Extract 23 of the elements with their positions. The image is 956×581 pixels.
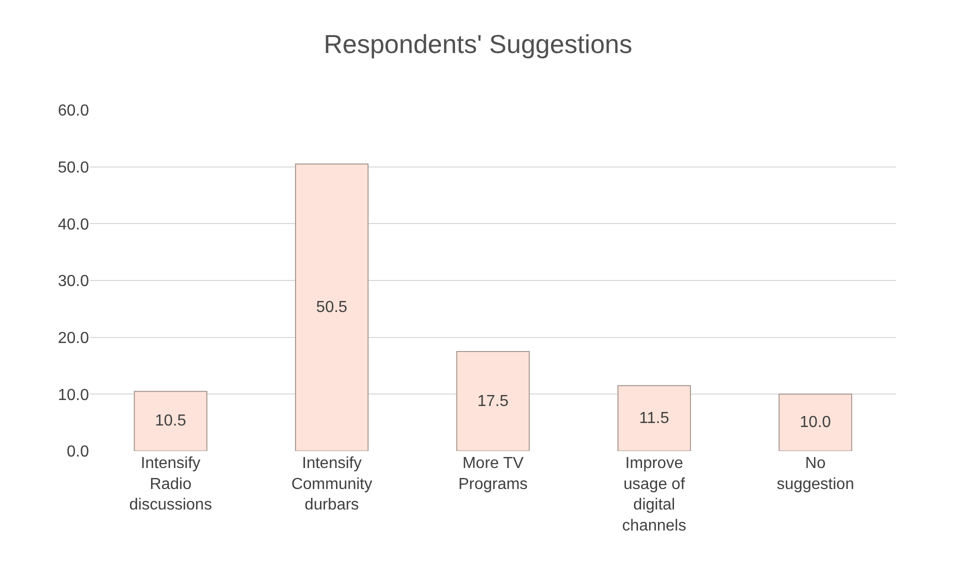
data-label: 17.5 [477,392,509,410]
y-tick-label: 30.0 [58,273,90,290]
data-label: 50.5 [316,298,348,316]
data-label: 10.0 [800,414,832,432]
y-tick-label: 40.0 [58,216,90,234]
x-tick-label: Improve usage of digital channels [622,455,686,534]
y-tick-label: 20.0 [58,330,90,347]
x-tick-label: Intensify Community durbars [291,455,372,514]
data-label: 11.5 [639,410,670,427]
bar [295,163,369,451]
y-tick-label: 10.0 [58,386,90,404]
chart-title: Respondents' Suggestions [324,29,632,60]
bar [778,394,852,451]
y-tick-label: 0.0 [66,444,90,461]
x-tick-label: Intensify Radio discussions [129,455,212,514]
data-label: 10.5 [154,412,186,430]
bar [134,390,208,451]
x-tick-label: No suggestion [776,455,854,493]
y-tick-label: 60.0 [58,102,90,120]
y-tick-label: 50.0 [58,159,90,176]
bar [617,385,691,451]
bar [456,351,530,451]
x-tick-label: More TV Programs [458,455,528,493]
